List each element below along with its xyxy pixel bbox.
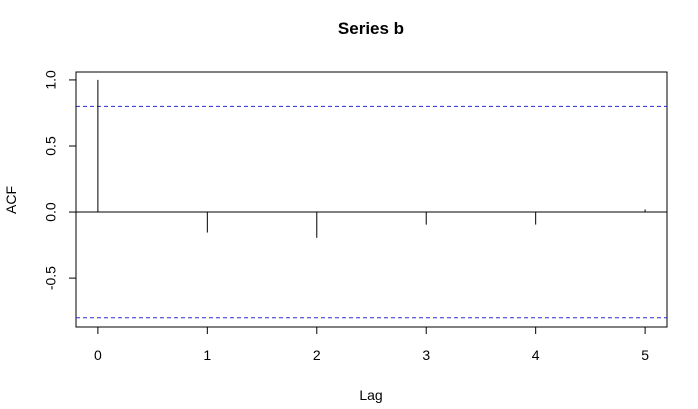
- x-tick-label-4: 4: [532, 347, 540, 363]
- y-tick-label-2: 0.5: [43, 136, 59, 156]
- x-tick-label-1: 1: [203, 347, 211, 363]
- y-tick-label-0: -0.5: [43, 266, 59, 290]
- x-axis-label: Lag: [359, 387, 382, 403]
- acf-spikes: [97, 79, 646, 238]
- x-tick-label-2: 2: [313, 347, 321, 363]
- y-tick-label-3: 1.0: [43, 70, 59, 90]
- x-tick-label-5: 5: [641, 347, 649, 363]
- y-axis-label: ACF: [3, 186, 19, 214]
- x-tick-label-0: 0: [94, 347, 102, 363]
- y-tick-label-1: 0.0: [43, 202, 59, 222]
- confidence-bounds: [76, 105, 667, 319]
- chart-title: Series b: [338, 19, 404, 38]
- x-axis: 0 1 2 3 4 5: [94, 326, 649, 363]
- x-tick-label-3: 3: [422, 347, 430, 363]
- plot-frame: [75, 71, 668, 328]
- y-axis: -0.5 0.0 0.5 1.0: [43, 70, 77, 290]
